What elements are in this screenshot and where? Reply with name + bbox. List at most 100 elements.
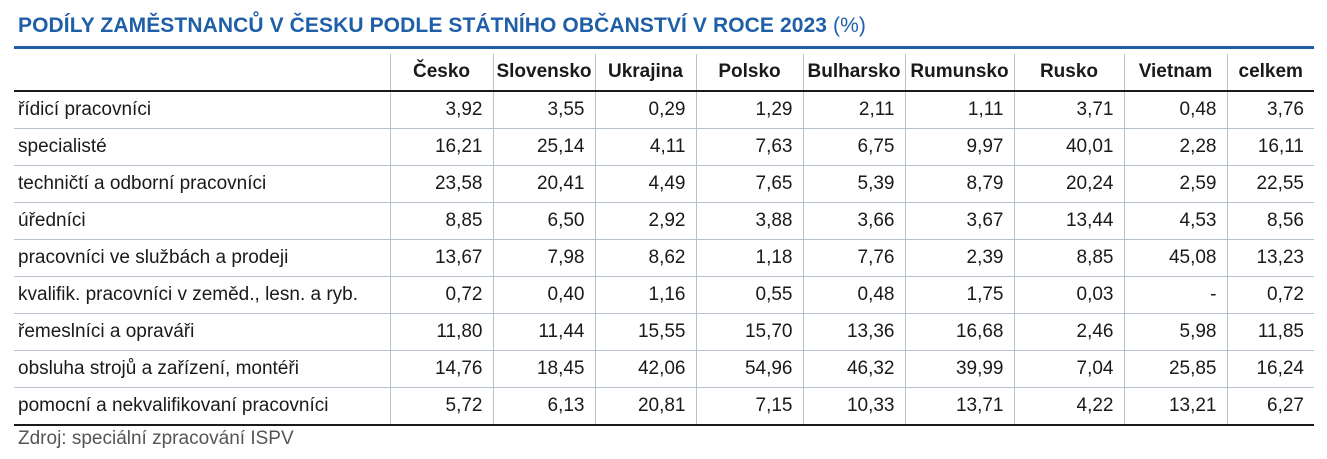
table-cell: 8,85 (389, 202, 493, 240)
table-cell: 20,41 (492, 165, 595, 203)
row-label: specialisté (14, 128, 390, 166)
table-cell: 4,11 (594, 128, 696, 166)
table-cell: 7,65 (695, 165, 803, 203)
table-cell: 11,85 (1226, 313, 1314, 351)
column-header: Bulharsko (802, 54, 905, 92)
table-row: techničtí a odborní pracovníci 23,58 20,41… (14, 165, 1314, 203)
table-cell: 8,85 (1013, 239, 1124, 277)
row-label: kvalifik. pracovníci v zeměd., lesn. a r… (14, 276, 390, 314)
table-cell: 0,55 (695, 276, 803, 314)
column-header: Polsko (695, 54, 803, 92)
table-cell: 1,29 (695, 91, 803, 129)
table-cell: 4,49 (594, 165, 696, 203)
table-cell: 0,72 (389, 276, 493, 314)
table-cell: 8,79 (904, 165, 1014, 203)
table-cell: 16,11 (1226, 128, 1314, 166)
header-corner (14, 54, 390, 92)
table-cell: 23,58 (389, 165, 493, 203)
column-header: celkem (1226, 54, 1314, 92)
table-cell: 16,24 (1226, 350, 1314, 388)
table-cell: 13,36 (802, 313, 905, 351)
table-cell: 0,03 (1013, 276, 1124, 314)
table-cell: 46,32 (802, 350, 905, 388)
table-cell: 9,97 (904, 128, 1014, 166)
table-body: řídicí pracovníci 3,92 3,55 0,29 1,29 2,11 1,1… (14, 91, 1314, 426)
title-text: PODÍLY ZAMĚSTNANCŮ V ČESKU PODLE STÁTNÍH… (18, 14, 828, 37)
table-cell: 7,63 (695, 128, 803, 166)
table-cell: 2,59 (1123, 165, 1227, 203)
table-cell: 10,33 (802, 387, 905, 426)
column-header: Rumunsko (904, 54, 1014, 92)
column-header: Slovensko (492, 54, 595, 92)
table-header-row: Česko Slovensko Ukrajina Polsko Bulharsko Rum… (14, 54, 1314, 92)
table-cell: 16,68 (904, 313, 1014, 351)
table-cell: 25,14 (492, 128, 595, 166)
page-title: PODÍLY ZAMĚSTNANCŮ V ČESKU PODLE STÁTNÍH… (18, 14, 866, 38)
table-cell: 13,71 (904, 387, 1014, 426)
table-cell: 15,70 (695, 313, 803, 351)
table-cell: 1,11 (904, 91, 1014, 129)
table-cell: 45,08 (1123, 239, 1227, 277)
table-cell: 15,55 (594, 313, 696, 351)
table-cell: 2,92 (594, 202, 696, 240)
table-cell: 3,66 (802, 202, 905, 240)
table-row: řemeslníci a opraváři 11,80 11,44 15,55 15,7… (14, 313, 1314, 351)
table-cell: 7,76 (802, 239, 905, 277)
table-cell: 13,67 (389, 239, 493, 277)
table-cell: 39,99 (904, 350, 1014, 388)
table-cell: 7,98 (492, 239, 595, 277)
table-cell: 22,55 (1226, 165, 1314, 203)
table-cell: 0,48 (1123, 91, 1227, 129)
table-cell: 0,72 (1226, 276, 1314, 314)
table-cell: 0,40 (492, 276, 595, 314)
table-cell: 2,39 (904, 239, 1014, 277)
table-cell: 6,50 (492, 202, 595, 240)
title-rule (14, 46, 1314, 49)
table-cell: 4,22 (1013, 387, 1124, 426)
table-cell: 1,75 (904, 276, 1014, 314)
table-cell: 40,01 (1013, 128, 1124, 166)
table-cell: 2,28 (1123, 128, 1227, 166)
table-cell: 0,29 (594, 91, 696, 129)
row-label: obsluha strojů a zařízení, montéři (14, 350, 390, 388)
row-label: úředníci (14, 202, 390, 240)
row-label: techničtí a odborní pracovníci (14, 165, 390, 203)
column-header: Ukrajina (594, 54, 696, 92)
table-cell: 54,96 (695, 350, 803, 388)
table-cell: 11,80 (389, 313, 493, 351)
table-row: pomocní a nekvalifikovaní pracovníci 5,72… (14, 387, 1314, 426)
table-row: pracovníci ve službách a prodeji 13,67 7,9… (14, 239, 1314, 277)
table-cell: 16,21 (389, 128, 493, 166)
table-cell: 5,39 (802, 165, 905, 203)
table-cell: 11,44 (492, 313, 595, 351)
table-cell: 1,18 (695, 239, 803, 277)
table-cell: 8,56 (1226, 202, 1314, 240)
table-cell: 0,48 (802, 276, 905, 314)
table-cell: 3,76 (1226, 91, 1314, 129)
table-cell: 2,46 (1013, 313, 1124, 351)
table-row: obsluha strojů a zařízení, montéři 14,76 1… (14, 350, 1314, 388)
table-cell: 6,75 (802, 128, 905, 166)
table-cell: 2,11 (802, 91, 905, 129)
table-cell: 25,85 (1123, 350, 1227, 388)
table-cell: 20,81 (594, 387, 696, 426)
table-cell: 5,72 (389, 387, 493, 426)
row-label: řemeslníci a opraváři (14, 313, 390, 351)
row-label: pomocní a nekvalifikovaní pracovníci (14, 387, 390, 426)
source-note: Zdroj: speciální zpracování ISPV (18, 428, 294, 449)
table-cell: 7,04 (1013, 350, 1124, 388)
table-cell: 3,71 (1013, 91, 1124, 129)
row-label: řídicí pracovníci (14, 91, 390, 129)
table-cell: 8,62 (594, 239, 696, 277)
table-cell: 3,67 (904, 202, 1014, 240)
table-cell: 42,06 (594, 350, 696, 388)
table-cell: 4,53 (1123, 202, 1227, 240)
table-cell: 3,55 (492, 91, 595, 129)
column-header: Vietnam (1123, 54, 1227, 92)
table-cell: - (1123, 276, 1227, 314)
column-header: Česko (389, 54, 493, 92)
table-row: řídicí pracovníci 3,92 3,55 0,29 1,29 2,11 1,1… (14, 91, 1314, 129)
data-table: Česko Slovensko Ukrajina Polsko Bulharsko Rum… (14, 54, 1314, 426)
column-header: Rusko (1013, 54, 1124, 92)
table-cell: 3,88 (695, 202, 803, 240)
